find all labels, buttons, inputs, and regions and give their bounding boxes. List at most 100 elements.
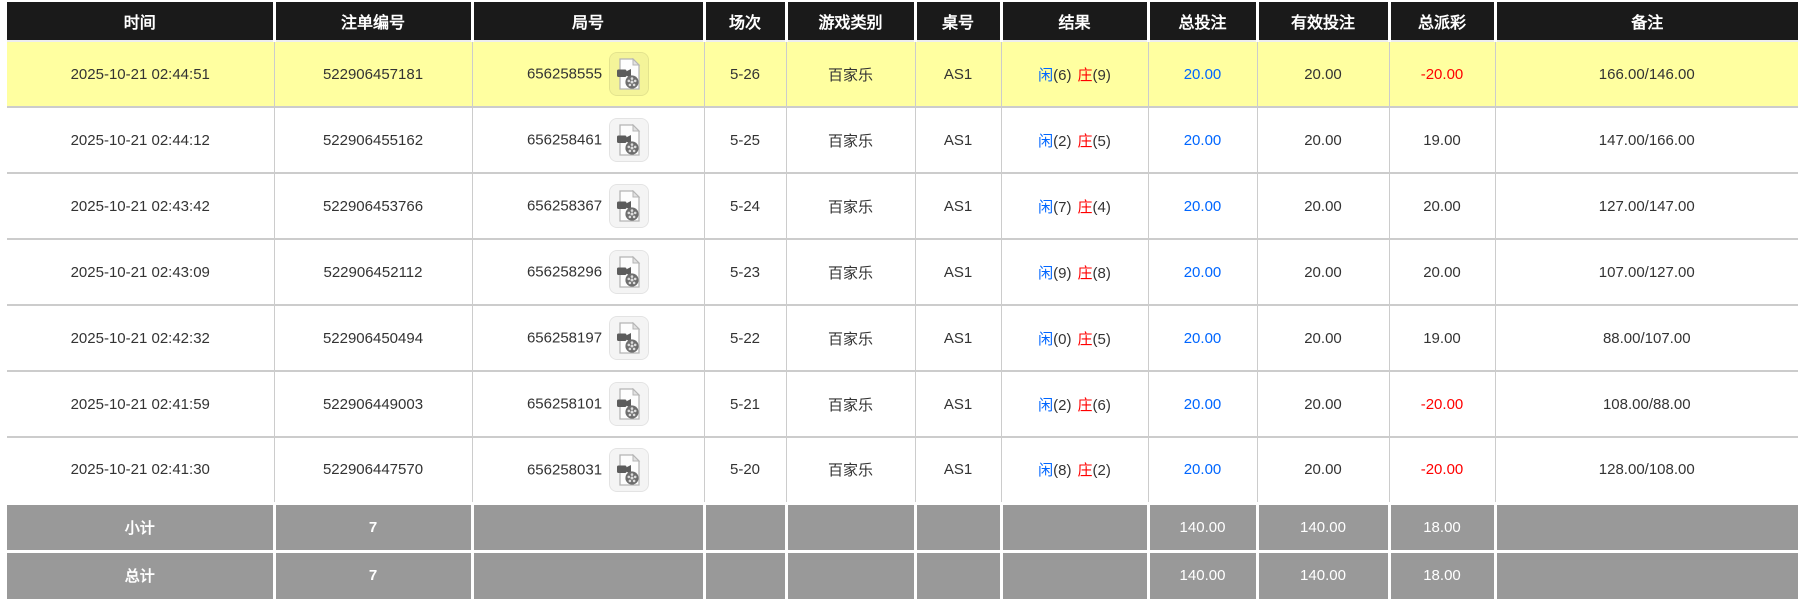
cell-remark: 108.00/88.00 xyxy=(1495,371,1798,438)
player-result-score: (8) xyxy=(1053,462,1072,480)
player-result-score: (2) xyxy=(1053,132,1072,150)
cell-total-bet: 20.00 xyxy=(1148,173,1258,240)
cell-time: 2025-10-21 02:43:09 xyxy=(7,239,275,306)
video-replay-button[interactable] xyxy=(609,382,650,426)
banker-result-label: 庄 xyxy=(1077,264,1093,282)
cell-time: 2025-10-21 02:42:32 xyxy=(7,305,275,372)
total-empty-round xyxy=(472,549,706,599)
cell-result: 闲(2) 庄(6) xyxy=(1001,371,1149,438)
subtotal-empty-remark xyxy=(1495,501,1798,551)
cell-bet-id: 522906452112 xyxy=(274,239,473,306)
cell-game-type: 百家乐 xyxy=(786,41,916,108)
cell-payout: -20.00 xyxy=(1389,41,1496,108)
cell-valid-bet: 20.00 xyxy=(1257,239,1390,306)
column-header-remark: 备注 xyxy=(1495,2,1798,42)
cell-table-no: AS1 xyxy=(915,437,1002,504)
cell-time: 2025-10-21 02:44:12 xyxy=(7,107,275,174)
subtotal-empty-session xyxy=(704,501,788,551)
cell-game-type: 百家乐 xyxy=(786,437,916,504)
total-empty-remark xyxy=(1495,549,1798,599)
subtotal-total-bet: 140.00 xyxy=(1148,501,1259,551)
column-header-payout: 总派彩 xyxy=(1389,2,1497,42)
player-result-score: (2) xyxy=(1053,396,1072,414)
video-replay-button[interactable] xyxy=(609,52,650,96)
video-file-icon xyxy=(616,453,642,490)
grand-total-count: 7 xyxy=(274,549,474,599)
column-header-table-no: 桌号 xyxy=(915,2,1003,42)
grand-total-label: 总计 xyxy=(7,549,276,599)
player-result-score: (0) xyxy=(1053,330,1072,348)
cell-game-type: 百家乐 xyxy=(786,239,916,306)
cell-game-type: 百家乐 xyxy=(786,305,916,372)
video-replay-button[interactable] xyxy=(609,250,650,294)
banker-result-score: (5) xyxy=(1092,330,1111,348)
table-row: 2025-10-21 02:43:09 522906452112 6562582… xyxy=(7,239,1798,306)
banker-result-score: (4) xyxy=(1092,198,1111,216)
column-header-bet-id: 注单编号 xyxy=(274,2,474,42)
cell-session: 5-25 xyxy=(704,107,787,174)
subtotal-row: 小计 7 140.00 140.00 18.00 xyxy=(7,501,1798,551)
cell-bet-id: 522906447570 xyxy=(274,437,473,504)
cell-result: 闲(8) 庄(2) xyxy=(1001,437,1149,504)
round-id-text: 656258296 xyxy=(526,263,603,281)
table-row: 2025-10-21 02:42:32 522906450494 6562581… xyxy=(7,305,1798,372)
cell-result: 闲(6) 庄(9) xyxy=(1001,41,1149,108)
cell-table-no: AS1 xyxy=(915,41,1002,108)
cell-payout: 19.00 xyxy=(1389,107,1496,174)
cell-total-bet: 20.00 xyxy=(1148,437,1258,504)
banker-result-score: (5) xyxy=(1092,132,1111,150)
cell-payout: -20.00 xyxy=(1389,371,1496,438)
grand-total-total-bet: 140.00 xyxy=(1148,549,1259,599)
cell-remark: 127.00/147.00 xyxy=(1495,173,1798,240)
banker-result-score: (6) xyxy=(1092,396,1111,414)
video-file-icon xyxy=(616,256,642,292)
cell-bet-id: 522906449003 xyxy=(274,371,473,438)
cell-round-id: 656258296 xyxy=(472,239,705,306)
banker-result-label: 庄 xyxy=(1077,462,1093,480)
cell-round-id: 656258101 xyxy=(472,371,705,438)
banker-result-label: 庄 xyxy=(1077,396,1093,414)
cell-session: 5-23 xyxy=(704,239,787,306)
table-row: 2025-10-21 02:44:12 522906455162 6562584… xyxy=(7,107,1798,174)
column-header-time: 时间 xyxy=(7,2,276,42)
round-id-text: 656258031 xyxy=(526,461,603,479)
cell-session: 5-26 xyxy=(704,41,787,108)
table-row: 2025-10-21 02:44:51 522906457181 6562585… xyxy=(7,41,1798,108)
player-result-score: (9) xyxy=(1053,264,1072,282)
player-result-label: 闲 xyxy=(1038,396,1054,414)
grand-total-payout: 18.00 xyxy=(1389,549,1497,599)
cell-time: 2025-10-21 02:43:42 xyxy=(7,173,275,240)
cell-round-id: 656258461 xyxy=(472,107,705,174)
player-result-label: 闲 xyxy=(1038,462,1054,480)
player-result-label: 闲 xyxy=(1038,198,1054,216)
total-empty-table xyxy=(915,549,1003,599)
cell-remark: 147.00/166.00 xyxy=(1495,107,1798,174)
subtotal-empty-result xyxy=(1001,501,1150,551)
player-result-score: (7) xyxy=(1053,198,1072,216)
cell-bet-id: 522906450494 xyxy=(274,305,473,372)
round-id-text: 656258367 xyxy=(526,197,603,215)
banker-result-score: (9) xyxy=(1092,66,1111,84)
subtotal-payout: 18.00 xyxy=(1389,501,1497,551)
video-replay-button[interactable] xyxy=(609,447,650,492)
cell-result: 闲(2) 庄(5) xyxy=(1001,107,1149,174)
table-row: 2025-10-21 02:41:30 522906447570 6562580… xyxy=(7,437,1798,504)
cell-result: 闲(0) 庄(5) xyxy=(1001,305,1149,372)
player-result-label: 闲 xyxy=(1038,264,1054,282)
video-replay-button[interactable] xyxy=(609,184,650,228)
banker-result-score: (8) xyxy=(1092,264,1111,282)
video-replay-button[interactable] xyxy=(609,316,650,360)
cell-game-type: 百家乐 xyxy=(786,371,916,438)
table-row: 2025-10-21 02:43:42 522906453766 6562583… xyxy=(7,173,1798,240)
cell-payout: 20.00 xyxy=(1389,239,1496,306)
cell-remark: 107.00/127.00 xyxy=(1495,239,1798,306)
subtotal-empty-round xyxy=(472,501,706,551)
banker-result-label: 庄 xyxy=(1077,66,1093,84)
round-id-text: 656258461 xyxy=(526,131,603,149)
cell-game-type: 百家乐 xyxy=(786,107,916,174)
cell-session: 5-20 xyxy=(704,437,787,504)
video-replay-button[interactable] xyxy=(609,118,650,162)
column-header-game-type: 游戏类别 xyxy=(786,2,917,42)
column-header-session: 场次 xyxy=(704,2,788,42)
column-header-result: 结果 xyxy=(1001,2,1150,42)
